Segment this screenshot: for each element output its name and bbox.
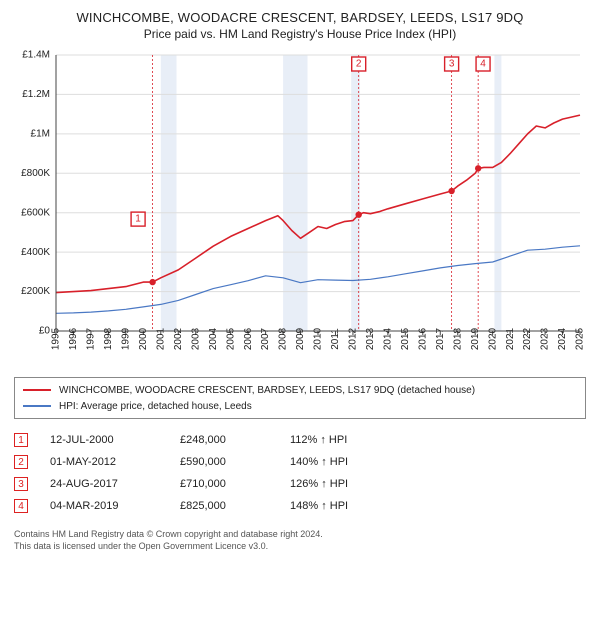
transaction-badge: 2	[14, 455, 28, 469]
svg-text:£1M: £1M	[31, 128, 50, 139]
legend-label: HPI: Average price, detached house, Leed…	[59, 401, 252, 412]
transaction-pct: 140% ↑ HPI	[290, 456, 348, 468]
footer-line-2: This data is licensed under the Open Gov…	[14, 541, 586, 553]
transaction-date: 24-AUG-2017	[50, 478, 180, 490]
page-subtitle: Price paid vs. HM Land Registry's House …	[10, 27, 590, 41]
legend-label: WINCHCOMBE, WOODACRE CRESCENT, BARDSEY, …	[59, 385, 475, 396]
transaction-row: 3 24-AUG-2017£710,000126% ↑ HPI	[14, 473, 586, 495]
transaction-pct: 148% ↑ HPI	[290, 500, 348, 512]
price-chart: £0£200K£400K£600K£800K£1M£1.2M£1.4M19951…	[10, 49, 590, 369]
legend: WINCHCOMBE, WOODACRE CRESCENT, BARDSEY, …	[14, 377, 586, 419]
attribution-footer: Contains HM Land Registry data © Crown c…	[14, 529, 586, 552]
footer-line-1: Contains HM Land Registry data © Crown c…	[14, 529, 586, 541]
transaction-price: £825,000	[180, 500, 290, 512]
transaction-pct: 126% ↑ HPI	[290, 478, 348, 490]
svg-text:1: 1	[135, 214, 141, 225]
transaction-date: 12-JUL-2000	[50, 434, 180, 446]
svg-text:£0: £0	[39, 326, 51, 337]
svg-text:£1.2M: £1.2M	[22, 89, 50, 100]
svg-text:£200K: £200K	[21, 286, 50, 297]
transaction-price: £710,000	[180, 478, 290, 490]
transaction-price: £248,000	[180, 434, 290, 446]
legend-swatch	[23, 389, 51, 391]
svg-text:£400K: £400K	[21, 247, 50, 258]
transactions-table: 1 12-JUL-2000£248,000112% ↑ HPI 2 01-MAY-20…	[14, 429, 586, 517]
legend-swatch	[23, 405, 51, 407]
chart-svg: £0£200K£400K£600K£800K£1M£1.2M£1.4M19951…	[10, 49, 590, 369]
transaction-badge: 3	[14, 477, 28, 491]
transaction-badge: 1	[14, 433, 28, 447]
transaction-badge: 4	[14, 499, 28, 513]
svg-text:4: 4	[480, 59, 486, 70]
transaction-row: 4 04-MAR-2019£825,000148% ↑ HPI	[14, 495, 586, 517]
transaction-date: 01-MAY-2012	[50, 456, 180, 468]
svg-text:£800K: £800K	[21, 168, 50, 179]
legend-item: HPI: Average price, detached house, Leed…	[23, 398, 577, 414]
transaction-row: 1 12-JUL-2000£248,000112% ↑ HPI	[14, 429, 586, 451]
svg-text:2: 2	[356, 59, 362, 70]
transaction-pct: 112% ↑ HPI	[290, 434, 347, 446]
legend-item: WINCHCOMBE, WOODACRE CRESCENT, BARDSEY, …	[23, 382, 577, 398]
svg-text:£600K: £600K	[21, 207, 50, 218]
transaction-price: £590,000	[180, 456, 290, 468]
svg-text:£1.4M: £1.4M	[22, 50, 50, 61]
svg-text:3: 3	[449, 59, 455, 70]
transaction-date: 04-MAR-2019	[50, 500, 180, 512]
page-title-address: WINCHCOMBE, WOODACRE CRESCENT, BARDSEY, …	[10, 10, 590, 25]
transaction-row: 2 01-MAY-2012£590,000140% ↑ HPI	[14, 451, 586, 473]
